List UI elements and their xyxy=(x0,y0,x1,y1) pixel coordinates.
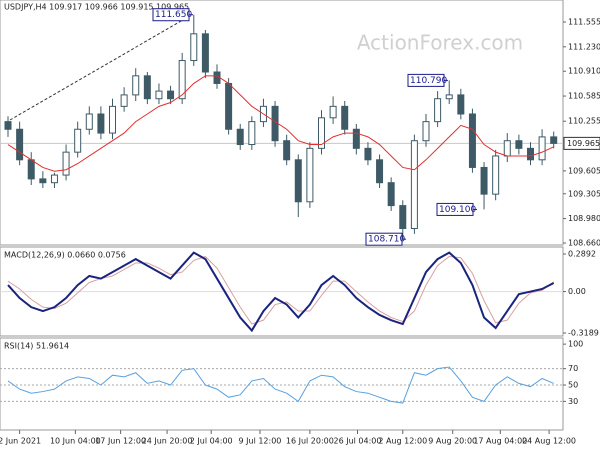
candle-body xyxy=(85,113,93,130)
candle-body xyxy=(62,151,70,176)
candle-body xyxy=(74,128,82,153)
candle-body xyxy=(109,105,117,134)
trend-line xyxy=(9,16,189,121)
y-tick-label: 30 xyxy=(568,397,578,406)
x-tick-label: 9 Aug 20:00 xyxy=(428,437,477,446)
annotation-box xyxy=(436,202,474,216)
candle-body xyxy=(178,60,186,100)
candle-body xyxy=(225,82,233,130)
y-tick-label: 0.2892 xyxy=(568,249,596,258)
annotation-box xyxy=(152,8,190,22)
candle-body xyxy=(16,128,24,161)
candle-body xyxy=(294,159,302,203)
candle-body xyxy=(283,140,291,161)
candle-body xyxy=(387,182,395,207)
candle-body xyxy=(341,105,349,130)
x-tick-label: 2 Aug 12:00 xyxy=(378,437,427,446)
candle-body xyxy=(248,121,256,146)
watermark: ActionForex.com xyxy=(357,31,523,55)
chart-title: USDJPY,H4 109.917 109.966 109.915 109.96… xyxy=(4,3,189,12)
current-price-box xyxy=(563,136,600,150)
y-tick-label: 50 xyxy=(568,381,578,390)
candle-body xyxy=(50,174,58,184)
y-tick-label: 110.910 xyxy=(568,67,600,76)
annotation-box xyxy=(365,232,403,246)
y-tick-label: 108.660 xyxy=(568,239,600,248)
candle-body xyxy=(538,136,546,161)
x-tick-label: 2 Jul 04:00 xyxy=(190,437,233,446)
candle-body xyxy=(550,136,558,144)
candle-body xyxy=(39,178,47,184)
y-tick-label: 109.605 xyxy=(568,166,600,175)
candle-body xyxy=(236,128,244,146)
candle-body xyxy=(457,94,465,115)
candle-body xyxy=(399,205,407,230)
annotation-label: 111.650 xyxy=(155,10,192,20)
candle-body xyxy=(190,33,198,62)
candle-body xyxy=(503,140,511,157)
x-tick-label: 17 Aug 04:00 xyxy=(473,437,527,446)
x-tick-label: 24 Jun 20:00 xyxy=(142,437,193,446)
candle-body xyxy=(120,94,128,107)
candle-body xyxy=(410,140,418,230)
macd-title: MACD(12,26,9) 0.0660 0.0756 xyxy=(4,251,126,260)
candle-body xyxy=(376,159,384,184)
candle-body xyxy=(155,90,163,100)
candle-body xyxy=(201,33,209,73)
y-tick-label: 0.00 xyxy=(568,287,586,296)
indicator-line xyxy=(7,251,555,333)
x-tick-label: 16 Jul 20:00 xyxy=(286,437,334,446)
moving-average xyxy=(7,75,554,172)
candle-body xyxy=(143,75,151,100)
rsi-panel xyxy=(0,337,564,431)
indicator-line xyxy=(7,255,555,325)
candle-body xyxy=(132,75,140,96)
candle-body xyxy=(306,147,314,203)
candle-body xyxy=(422,121,430,142)
x-tick-label: 24 Aug 12:00 xyxy=(522,437,576,446)
x-tick-label: 10 Jun 04:00 xyxy=(50,437,101,446)
candle-body xyxy=(329,105,337,119)
candle-body xyxy=(352,128,360,149)
candle-body xyxy=(526,147,534,161)
candle-body xyxy=(364,147,372,161)
y-tick-label: 70 xyxy=(568,364,578,373)
y-tick-label: 110.585 xyxy=(568,92,600,101)
annotation-label: 109.100 xyxy=(439,205,476,215)
annotation-label: 110.790 xyxy=(410,76,447,86)
y-tick-label: 110.255 xyxy=(568,117,600,126)
y-tick-label: 108.980 xyxy=(568,214,600,223)
x-tick-label: 17 Jun 12:00 xyxy=(95,437,146,446)
candle-body xyxy=(97,113,105,134)
indicator-line xyxy=(7,366,554,404)
candle-body xyxy=(492,155,500,195)
x-tick-label: 26 Jul 04:00 xyxy=(333,437,381,446)
candle-body xyxy=(4,121,12,130)
candle-body xyxy=(27,159,35,180)
candle-body xyxy=(434,98,442,123)
candle-body xyxy=(317,117,325,149)
annotation-box xyxy=(407,73,445,87)
candle-body xyxy=(167,90,175,100)
current-price-label: 109.965 xyxy=(567,139,600,148)
candle-body xyxy=(445,94,453,100)
annotation-label: 108.710 xyxy=(368,235,405,245)
candle-body xyxy=(468,113,476,168)
candle-body xyxy=(515,140,523,149)
y-tick-label: -0.3189 xyxy=(568,328,599,337)
x-tick-label: 2 Jun 2021 xyxy=(0,437,41,446)
x-tick-label: 9 Jul 12:00 xyxy=(239,437,282,446)
rsi-title: RSI(14) 51.9614 xyxy=(4,342,69,351)
y-tick-label: 109.305 xyxy=(568,189,600,198)
y-tick-label: 100 xyxy=(568,340,583,349)
candle-body xyxy=(480,166,488,195)
y-tick-label: 111.230 xyxy=(568,42,600,51)
y-tick-label: 111.555 xyxy=(568,17,600,26)
price-panel xyxy=(0,0,564,246)
